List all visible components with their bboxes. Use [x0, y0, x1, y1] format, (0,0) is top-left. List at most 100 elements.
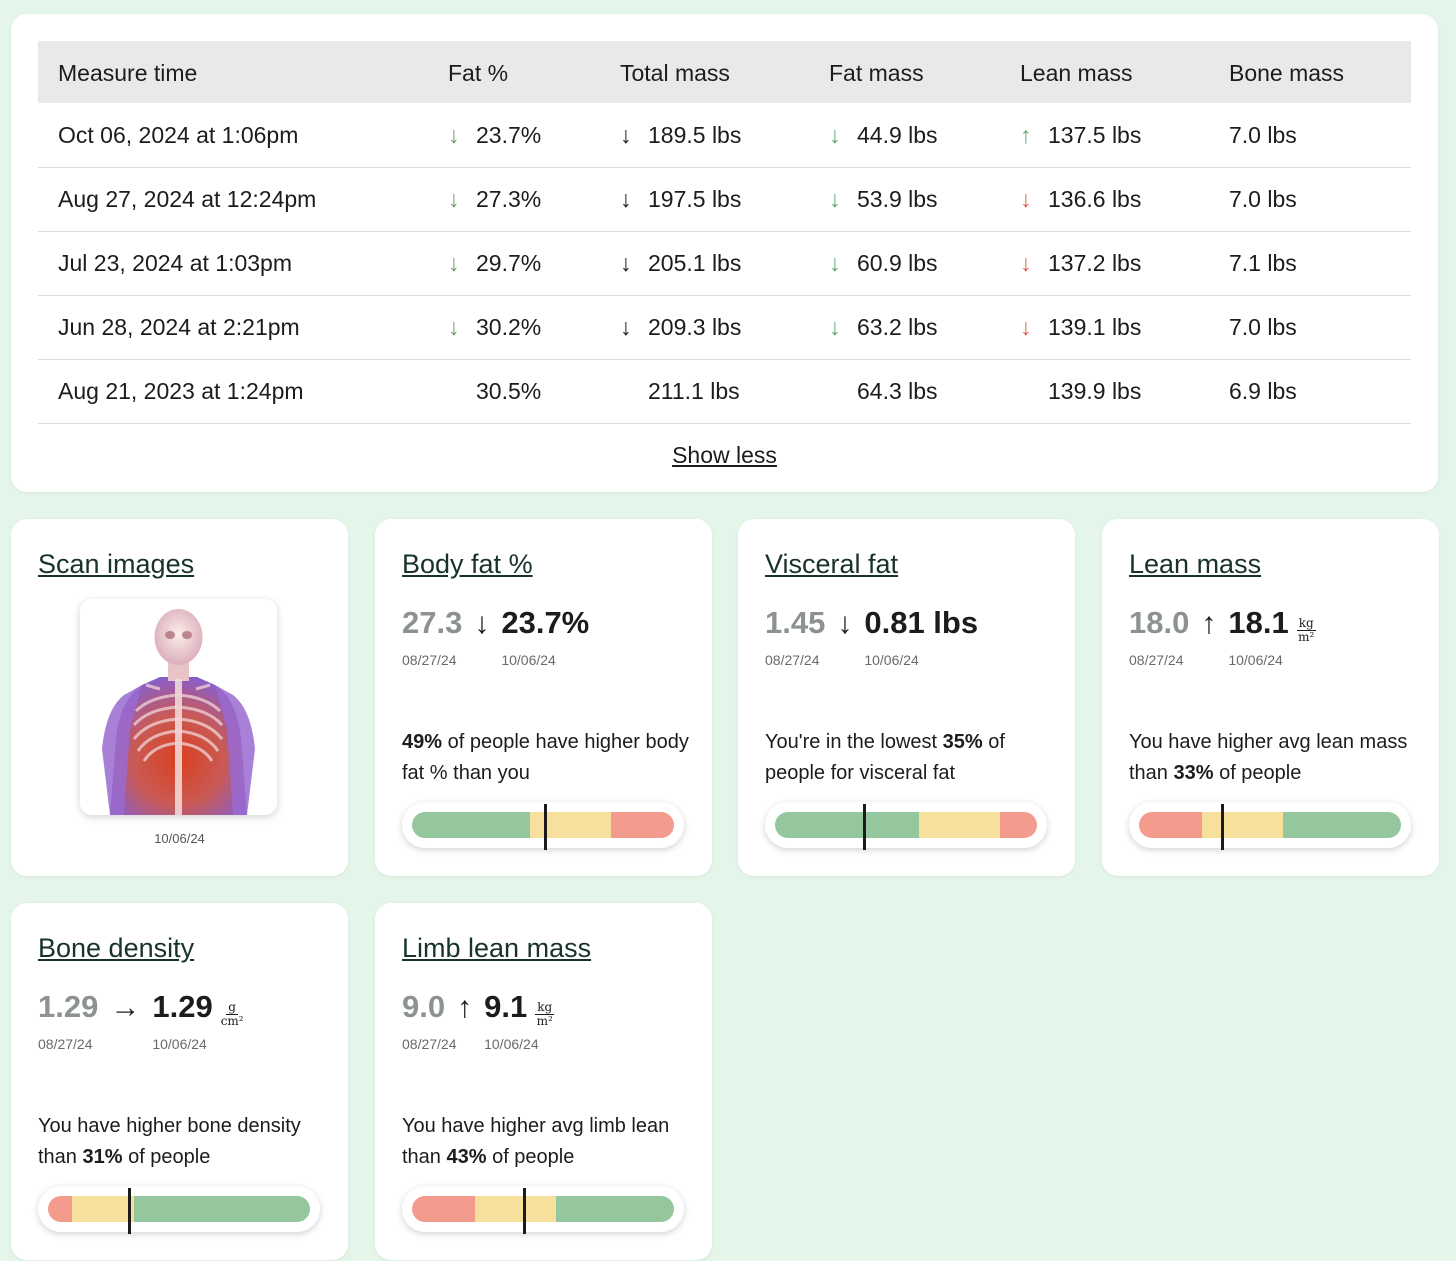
card-lean-mass: Lean mass 18.0 ↑ 18.1 kg m² 08/27/24 10/… — [1102, 519, 1439, 876]
show-less-link[interactable]: Show less — [672, 442, 777, 468]
cell-value: Jul 23, 2024 at 1:03pm — [58, 250, 292, 276]
percentile-value: 33% — [1173, 762, 1214, 784]
current-value: 9.1 — [484, 989, 528, 1024]
table-row: Aug 27, 2024 at 12:24pm ↓ 27.3% ↓ 197.5 lbs ↓… — [38, 167, 1411, 232]
cell-value: Aug 27, 2024 at 12:24pm — [58, 186, 317, 212]
card-title[interactable]: Lean mass — [1129, 549, 1262, 579]
cell-total-mass: ↓ 197.5 lbs — [620, 186, 741, 213]
current-date: 10/06/24 — [501, 652, 556, 668]
arrow-down-icon: ↓ — [448, 250, 460, 276]
cell-total-mass: ↓ 209.3 lbs — [620, 314, 741, 341]
cell-measure-time: Aug 21, 2023 at 1:24pm — [58, 378, 304, 405]
bar-segment — [71, 1196, 135, 1222]
cell-total-mass: ↓211.1 lbs — [620, 378, 740, 405]
table-row: Jun 28, 2024 at 2:21pm ↓ 30.2% ↓ 209.3 lbs ↓ 6… — [38, 295, 1411, 360]
cell-value: 63.2 lbs — [857, 314, 938, 340]
unit-numerator: kg — [535, 1000, 555, 1015]
cell-measure-time: Jun 28, 2024 at 2:21pm — [58, 314, 300, 341]
previous-value: 27.3 — [402, 605, 463, 640]
bar-segment — [48, 1196, 72, 1222]
cell-bone-mass: 7.0 lbs — [1229, 122, 1297, 149]
metric-comparison: 18.0 ↑ 18.1 kg m² — [1129, 605, 1316, 645]
arrow-up-icon: ↑ — [1201, 607, 1217, 640]
arrow-down-icon: ↓ — [448, 186, 460, 212]
table-header-row: Measure time Fat % Total mass Fat mass L… — [38, 41, 1411, 103]
cell-value: 7.1 lbs — [1229, 250, 1297, 276]
cell-value: 29.7% — [476, 250, 542, 276]
percentile-bar-track — [775, 812, 1037, 838]
previous-date: 08/27/24 — [402, 652, 457, 668]
description-suffix: of people — [122, 1146, 211, 1168]
previous-value: 1.29 — [38, 989, 99, 1024]
description-suffix: of people — [1213, 762, 1302, 784]
percentile-marker — [1221, 804, 1225, 850]
arrow-down-icon: ↓ — [620, 122, 632, 148]
cell-total-mass: ↓ 189.5 lbs — [620, 122, 741, 149]
arrow-down-icon: ↓ — [1020, 314, 1032, 340]
cell-fat-mass: ↓ 53.9 lbs — [829, 186, 938, 213]
body-scan-image[interactable] — [80, 599, 277, 815]
cell-value: 64.3 lbs — [857, 378, 938, 404]
cell-lean-mass: ↑ 137.5 lbs — [1020, 122, 1141, 149]
bar-segment — [474, 1196, 557, 1222]
previous-date: 08/27/24 — [38, 1036, 93, 1052]
arrow-down-icon: ↓ — [1020, 250, 1032, 276]
cell-value: 137.2 lbs — [1048, 250, 1142, 276]
current-date: 10/06/24 — [1228, 652, 1283, 668]
cell-fat-pct: ↓30.5% — [448, 378, 541, 405]
arrow-up-icon: ↑ — [457, 991, 473, 1024]
cell-value: 60.9 lbs — [857, 250, 938, 276]
arrow-down-icon: ↓ — [829, 186, 841, 212]
current-value: 18.1 — [1228, 605, 1289, 640]
card-body-fat: Body fat % 27.3 ↓ 23.7% 08/27/24 10/06/2… — [375, 519, 712, 876]
table-row: Oct 06, 2024 at 1:06pm ↓ 23.7% ↓ 189.5 lbs ↓ 4… — [38, 103, 1411, 168]
previous-date: 08/27/24 — [402, 1036, 457, 1052]
table-row: Jul 23, 2024 at 1:03pm ↓ 29.7% ↓ 205.1 lbs ↓ 6… — [38, 231, 1411, 296]
bar-segment — [412, 1196, 475, 1222]
header-fat-pct: Fat % — [448, 60, 509, 86]
card-title[interactable]: Visceral fat — [765, 549, 899, 579]
card-title[interactable]: Body fat % — [402, 549, 533, 579]
cell-bone-mass: 6.9 lbs — [1229, 378, 1297, 405]
previous-value: 18.0 — [1129, 605, 1190, 640]
header-fat-mass: Fat mass — [829, 60, 924, 86]
previous-date: 08/27/24 — [1129, 652, 1184, 668]
header-bone-mass: Bone mass — [1229, 60, 1345, 86]
current-value: 1.29 — [152, 989, 213, 1024]
arrow-down-icon: ↓ — [620, 250, 632, 276]
unit-fraction: kg m² — [1296, 617, 1316, 644]
scan-images-title[interactable]: Scan images — [38, 549, 195, 579]
percentile-description: You have higher avg lean mass than 33% o… — [1129, 727, 1419, 789]
cell-measure-time: Oct 06, 2024 at 1:06pm — [58, 122, 298, 149]
description-prefix: You have higher avg limb lean than — [402, 1115, 670, 1168]
cell-lean-mass: ↓ 136.6 lbs — [1020, 186, 1141, 213]
cell-bone-mass: 7.0 lbs — [1229, 186, 1297, 213]
unit-denominator: cm² — [220, 1014, 244, 1028]
card-title[interactable]: Bone density — [38, 933, 195, 963]
card-title[interactable]: Limb lean mass — [402, 933, 592, 963]
arrow-right-icon: → — [110, 991, 141, 1024]
current-date: 10/06/24 — [152, 1036, 207, 1052]
previous-value: 9.0 — [402, 989, 446, 1024]
bar-segment — [919, 812, 1001, 838]
cell-fat-pct: ↓ 30.2% — [448, 314, 541, 341]
cell-value: 7.0 lbs — [1229, 314, 1297, 340]
arrow-up-icon: ↑ — [1020, 122, 1032, 148]
measurements-table-card: Measure time Fat % Total mass Fat mass L… — [11, 14, 1438, 492]
cell-value: 139.1 lbs — [1048, 314, 1142, 340]
percentile-value: 43% — [446, 1146, 487, 1168]
header-measure-time: Measure time — [58, 60, 198, 86]
bar-segment — [775, 812, 920, 838]
metric-comparison: 9.0 ↑ 9.1 kg m² — [402, 989, 555, 1029]
cell-value: Aug 21, 2023 at 1:24pm — [58, 378, 304, 404]
scan-images-card: Scan images — [11, 519, 348, 876]
percentile-bar-track — [412, 812, 674, 838]
bar-segment — [412, 812, 530, 838]
percentile-marker — [862, 804, 866, 850]
card-bone-density: Bone density 1.29 → 1.29 g cm² 08/27/24 … — [11, 903, 348, 1260]
percentile-marker — [544, 804, 548, 850]
description-suffix: of people — [486, 1146, 575, 1168]
card-visceral-fat: Visceral fat 1.45 ↓ 0.81 lbs 08/27/24 10… — [738, 519, 1075, 876]
cell-value: 139.9 lbs — [1048, 378, 1142, 404]
cell-total-mass: ↓ 205.1 lbs — [620, 250, 741, 277]
